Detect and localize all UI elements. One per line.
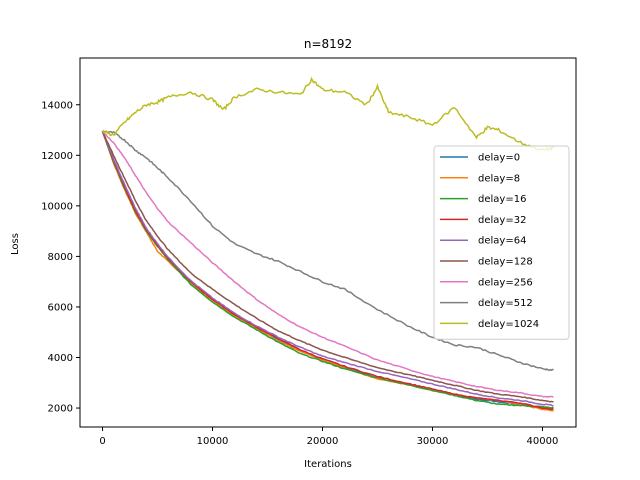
y-tick-label: 2000: [48, 404, 73, 415]
series-line-delay-64: [101, 131, 554, 407]
x-tick-label: 10000: [197, 436, 229, 447]
y-tick-label: 10000: [41, 201, 73, 212]
x-tick-label: 20000: [307, 436, 339, 447]
series-line-delay-128: [101, 130, 554, 403]
legend: delay=0 delay=8 delay=16 delay=32 delay=64 de…: [433, 145, 570, 340]
x-axis: 0 10000 20000 30000 40000: [99, 427, 558, 447]
series-line-delay-512: [102, 130, 554, 372]
legend-label: delay=32: [478, 215, 526, 226]
legend-label: delay=256: [478, 277, 533, 288]
legend-label: delay=128: [478, 257, 533, 268]
axes-frame: [79, 57, 577, 428]
chart-title: n=8192: [304, 37, 352, 51]
y-tick-label: 6000: [48, 302, 73, 313]
y-axis: 2000 4000 6000 8000 10000 12000 14000: [41, 100, 80, 415]
y-tick-label: 4000: [48, 353, 73, 364]
legend-label: delay=512: [478, 298, 533, 309]
legend-label: delay=0: [478, 153, 520, 164]
legend-label: delay=8: [478, 173, 520, 184]
x-axis-label: Iterations: [304, 459, 352, 470]
legend-label: delay=1024: [478, 319, 539, 330]
y-axis-label: Loss: [10, 233, 21, 255]
legend-label: delay=64: [478, 236, 526, 247]
series-line-delay-1024: [102, 76, 555, 152]
x-tick-label: 0: [99, 436, 105, 447]
legend-label: delay=16: [478, 194, 526, 205]
x-tick-label: 40000: [527, 436, 559, 447]
y-tick-label: 12000: [41, 151, 73, 162]
legend-box: [433, 145, 570, 340]
series-line-delay-32: [101, 131, 554, 411]
x-tick-label: 30000: [417, 436, 449, 447]
series-line-delay-256: [102, 130, 554, 398]
y-tick-label: 8000: [48, 252, 73, 263]
y-tick-label: 14000: [41, 100, 73, 111]
